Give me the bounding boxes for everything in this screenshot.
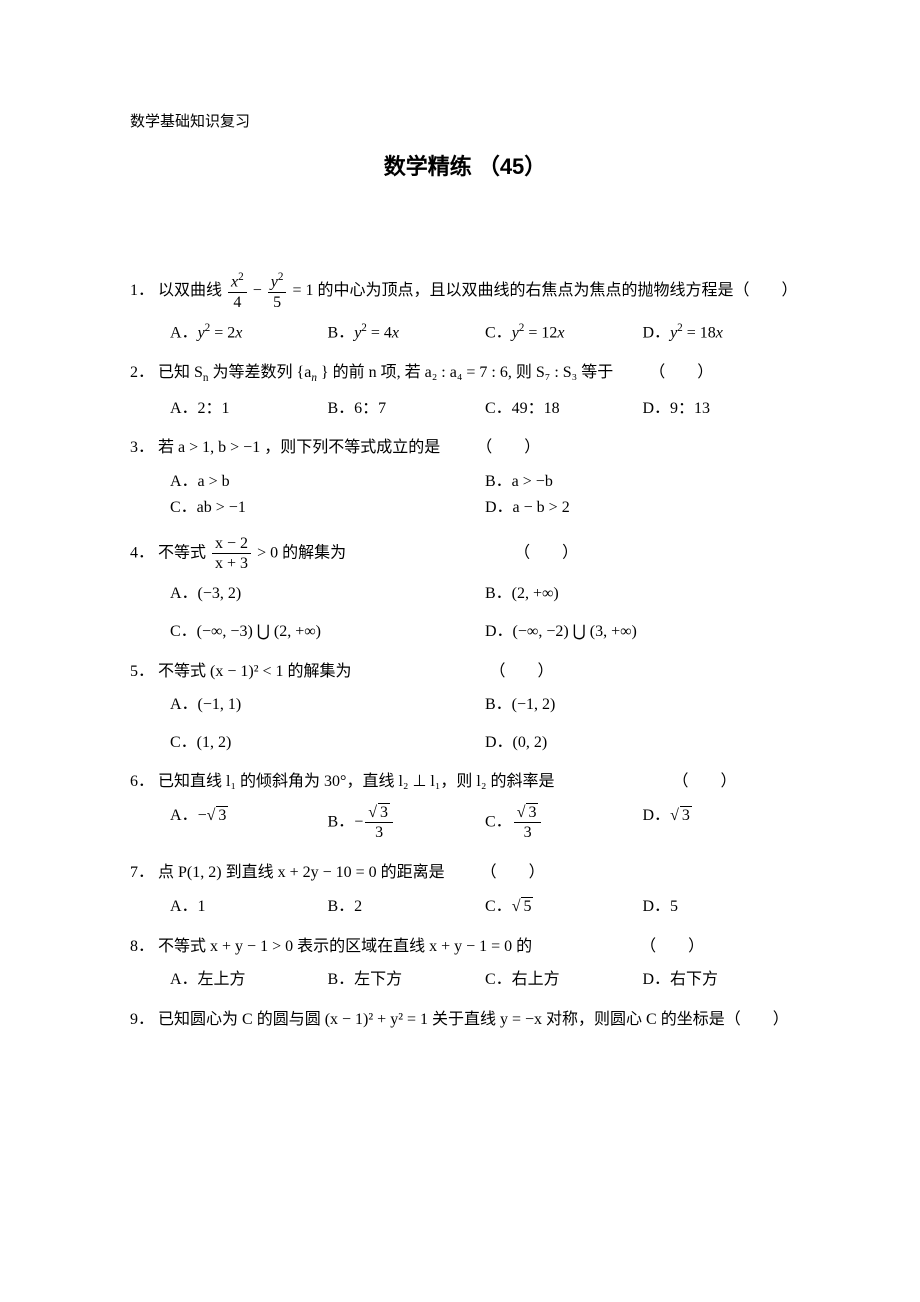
q1-opt-b: B．y2 = 4x [328, 320, 486, 346]
q6-opt-a: A．−3 [170, 803, 328, 842]
q2-opt-a: A．2：1 [170, 396, 328, 422]
page-title: 数学精练 （45） [130, 149, 800, 181]
q1-opt-c: C．y2 = 12x [485, 320, 643, 346]
q5-opt-b: B．(−1, 2) [485, 692, 800, 718]
question-6: 6． 已知直线 l₁ 的倾斜角为 30°，直线 l₂ ⊥ l₁，则 l₂ 的斜率… [130, 769, 800, 795]
q3-opt-a: A．a > b [170, 469, 485, 495]
q5-stem: 不等式 (x − 1)² < 1 的解集为 [158, 663, 352, 680]
q1-num: 1． [130, 282, 154, 299]
q5-opt-c: C．(1, 2) [170, 730, 485, 756]
q4-frac: x − 2 x + 3 [212, 534, 251, 573]
q7-opt-d: D．5 [643, 894, 801, 920]
q1-pre: 以双曲线 [158, 282, 222, 299]
q4-pre: 不等式 [158, 544, 206, 561]
q4-post: > 0 的解集为 [257, 544, 346, 561]
q2-mid: 为等差数列 {a [213, 364, 312, 381]
q8-opt-c: C．右上方 [485, 967, 643, 993]
question-5: 5． 不等式 (x − 1)² < 1 的解集为 （ ） [130, 659, 800, 685]
q7-opt-a: A．1 [170, 894, 328, 920]
q6-opt-b: B．−33 [328, 803, 486, 842]
q1-opt-d: D．y2 = 18x [643, 320, 801, 346]
q7-opt-c: C．5 [485, 894, 643, 920]
context-header: 数学基础知识复习 [130, 110, 800, 131]
q7-num: 7． [130, 864, 154, 881]
q8-opt-b: B．左下方 [328, 967, 486, 993]
q3-options: A．a > b B．a > −b C．ab > −1 D．a − b > 2 [170, 469, 800, 520]
document-page: 数学基础知识复习 数学精练 （45） 1． 以双曲线 x2 4 − y2 5 =… [0, 0, 920, 1302]
q7-options: A．1 B．2 C．5 D．5 [170, 894, 800, 920]
q6-paren: （ ） [672, 773, 736, 790]
q7-stem: 点 P(1, 2) 到直线 x + 2y − 10 = 0 的距离是 [158, 864, 445, 881]
q4-opt-a: A．(−3, 2) [170, 581, 485, 607]
q1-frac2: y2 5 [268, 271, 287, 312]
q3-paren: （ ） [476, 439, 540, 456]
q1-eq: = 1 [292, 282, 317, 299]
q2-opt-b: B．6：7 [328, 396, 486, 422]
q6-opt-d: D．3 [643, 803, 801, 842]
q2-opt-d: D．9：13 [643, 396, 801, 422]
q3-opt-d: D．a − b > 2 [485, 495, 800, 521]
q3-stem: 若 a > 1, b > −1 ，则下列不等式成立的是 [158, 439, 440, 456]
q5-opt-a: A．(−1, 1) [170, 692, 485, 718]
q6-num: 6． [130, 773, 154, 790]
q1-options: A．y2 = 2x B．y2 = 4x C．y2 = 12x D．y2 = 18… [170, 320, 800, 346]
q2-num: 2． [130, 364, 154, 381]
question-1: 1． 以双曲线 x2 4 − y2 5 = 1 的中心为顶点，且以双曲线的右焦点… [130, 271, 800, 312]
q3-num: 3． [130, 439, 154, 456]
q1-opt-a: A．y2 = 2x [170, 320, 328, 346]
q1-frac1: x2 4 [228, 271, 247, 312]
q8-paren: （ ） [640, 938, 704, 955]
q4-options: A．(−3, 2) B．(2, +∞) C．(−∞, −3) ⋃ (2, +∞)… [170, 581, 800, 644]
q2-mid2: } 的前 n 项, 若 a₂ : a₄ = 7 : 6, 则 S₇ : S₃ 等… [321, 364, 613, 381]
q1-post: 的中心为顶点，且以双曲线的右焦点为焦点的抛物线方程是（ ） [318, 282, 798, 299]
q9-stem: 已知圆心为 C 的圆与圆 (x − 1)² + y² = 1 关于直线 y = … [158, 1011, 789, 1028]
q7-opt-b: B．2 [328, 894, 486, 920]
question-3: 3． 若 a > 1, b > −1 ，则下列不等式成立的是 （ ） [130, 435, 800, 461]
q4-opt-b: B．(2, +∞) [485, 581, 800, 607]
q6-stem: 已知直线 l₁ 的倾斜角为 30°，直线 l₂ ⊥ l₁，则 l₂ 的斜率是 [158, 773, 554, 790]
question-7: 7． 点 P(1, 2) 到直线 x + 2y − 10 = 0 的距离是 （ … [130, 860, 800, 886]
q8-options: A．左上方 B．左下方 C．右上方 D．右下方 [170, 967, 800, 993]
q8-opt-d: D．右下方 [643, 967, 801, 993]
q6-opt-c: C．33 [485, 803, 643, 842]
q5-paren: （ ） [490, 663, 554, 680]
q2-pre: 已知 S [158, 364, 203, 381]
q4-opt-c: C．(−∞, −3) ⋃ (2, +∞) [170, 619, 485, 645]
q1-minus: − [253, 282, 266, 299]
question-4: 4． 不等式 x − 2 x + 3 > 0 的解集为 （ ） [130, 534, 800, 573]
q8-num: 8． [130, 938, 154, 955]
q6-options: A．−3 B．−33 C．33 D．3 [170, 803, 800, 842]
q3-opt-b: B．a > −b [485, 469, 800, 495]
question-8: 8． 不等式 x + y − 1 > 0 表示的区域在直线 x + y − 1 … [130, 934, 800, 960]
q7-paren: （ ） [481, 864, 545, 881]
q5-options: A．(−1, 1) B．(−1, 2) C．(1, 2) D．(0, 2) [170, 692, 800, 755]
q5-num: 5． [130, 663, 154, 680]
q4-opt-d: D．(−∞, −2) ⋃ (3, +∞) [485, 619, 800, 645]
question-2: 2． 已知 Sn 为等差数列 {an } 的前 n 项, 若 a₂ : a₄ =… [130, 360, 800, 388]
q3-opt-c: C．ab > −1 [170, 495, 485, 521]
q4-num: 4． [130, 544, 154, 561]
q8-stem: 不等式 x + y − 1 > 0 表示的区域在直线 x + y − 1 = 0… [158, 938, 532, 955]
q2-options: A．2：1 B．6：7 C．49：18 D．9：13 [170, 396, 800, 422]
q8-opt-a: A．左上方 [170, 967, 328, 993]
q4-paren: （ ） [514, 544, 578, 561]
q2-opt-c: C．49：18 [485, 396, 643, 422]
q2-paren: （ ） [649, 364, 713, 381]
question-9: 9． 已知圆心为 C 的圆与圆 (x − 1)² + y² = 1 关于直线 y… [130, 1007, 800, 1033]
q9-num: 9． [130, 1011, 154, 1028]
q5-opt-d: D．(0, 2) [485, 730, 800, 756]
